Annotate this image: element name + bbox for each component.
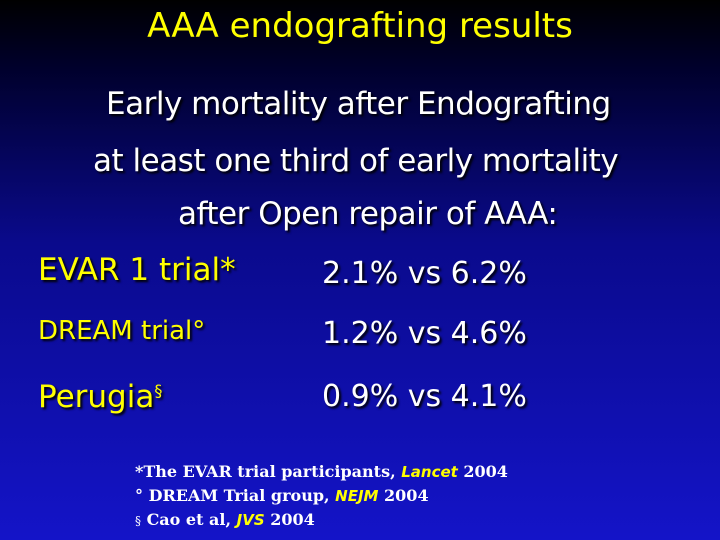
- references: *The EVAR trial participants, Lancet 200…: [135, 460, 508, 533]
- intro-line-2: at least one third of early mortality: [93, 143, 619, 179]
- section-mark: §: [154, 381, 163, 400]
- slide-title: AAA endografting results: [147, 6, 573, 46]
- intro-line-3: after Open repair of AAA:: [178, 196, 558, 232]
- reference-2-journal: NEJM: [335, 487, 379, 505]
- reference-3-text: Cao et al,: [141, 510, 237, 529]
- reference-1-journal: Lancet: [401, 463, 458, 481]
- result-label-evar: EVAR 1 trial*: [38, 252, 236, 288]
- result-label-dream: DREAM trial°: [38, 316, 206, 346]
- reference-3-mark: §: [135, 514, 141, 528]
- reference-3-year: 2004: [264, 510, 315, 529]
- reference-1-year: 2004: [457, 462, 508, 481]
- result-value-perugia: 0.9% vs 4.1%: [322, 379, 527, 414]
- reference-1: *The EVAR trial participants, Lancet 200…: [135, 460, 508, 484]
- reference-2-year: 2004: [378, 486, 429, 505]
- result-value-evar: 2.1% vs 6.2%: [322, 256, 527, 291]
- reference-2-text: ° DREAM Trial group,: [135, 486, 336, 505]
- reference-1-text: *The EVAR trial participants,: [135, 462, 402, 481]
- result-label-perugia-text: Perugia: [38, 379, 155, 415]
- reference-2: ° DREAM Trial group, NEJM 2004: [135, 484, 508, 508]
- reference-3-journal: JVS: [236, 511, 265, 529]
- result-label-perugia: Perugia§: [38, 379, 162, 415]
- reference-3: § Cao et al, JVS 2004: [135, 508, 508, 533]
- result-value-dream: 1.2% vs 4.6%: [322, 316, 527, 351]
- intro-line-1: Early mortality after Endografting: [106, 86, 611, 122]
